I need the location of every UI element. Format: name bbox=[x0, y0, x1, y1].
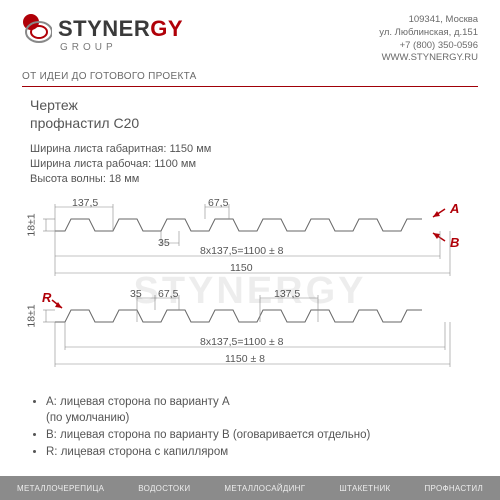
spec-overall-width: Ширина листа габаритная: 1150 мм bbox=[30, 142, 470, 157]
dim-slope-b: 35 bbox=[130, 288, 142, 300]
legend-b: В: лицевая сторона по варианту B (оговар… bbox=[46, 427, 470, 443]
footer-item: ШТАКЕТНИК bbox=[339, 484, 390, 493]
spec-wave-height: Высота волны: 18 мм bbox=[30, 172, 470, 187]
profile-diagram-top: A B 137,5 67,5 35 18±1 8x137,5=1100 ± 8 … bbox=[30, 201, 470, 286]
brand-name: STYNERGY bbox=[58, 16, 183, 42]
legend: А: лицевая сторона по варианту А(по умол… bbox=[0, 390, 500, 460]
logo: STYNERGY GROUP bbox=[22, 14, 183, 65]
dim-top: 67,5 bbox=[208, 197, 228, 209]
contact-city: 109341, Москва bbox=[379, 14, 478, 27]
contact-address: ул. Люблинская, д.151 bbox=[379, 27, 478, 40]
contact-block: 109341, Москва ул. Люблинская, д.151 +7 … bbox=[379, 14, 478, 65]
dim-eq: 8x137,5=1100 ± 8 bbox=[200, 245, 284, 257]
footer-nav: МЕТАЛЛОЧЕРЕПИЦА ВОДОСТОКИ МЕТАЛЛОСАЙДИНГ… bbox=[0, 476, 500, 500]
tagline: ОТ ИДЕИ ДО ГОТОВОГО ПРОЕКТА bbox=[22, 71, 500, 82]
dim-overall-b: 1150 ± 8 bbox=[225, 353, 265, 365]
dim-pitch-b: 137,5 bbox=[274, 288, 300, 300]
logo-icon bbox=[22, 14, 52, 44]
svg-text:R: R bbox=[42, 292, 52, 305]
contact-phone: +7 (800) 350-0596 bbox=[379, 40, 478, 53]
footer-item: МЕТАЛЛОЧЕРЕПИЦА bbox=[17, 484, 104, 493]
footer-item: ВОДОСТОКИ bbox=[138, 484, 190, 493]
svg-text:A: A bbox=[449, 201, 459, 216]
brand-group: GROUP bbox=[60, 42, 183, 53]
drawing-title: Чертеж профнастил С20 bbox=[30, 97, 470, 132]
contact-web: WWW.STYNERGY.RU bbox=[379, 52, 478, 65]
title-line-2: профнастил С20 bbox=[30, 115, 470, 133]
dim-eq-b: 8x137,5=1100 ± 8 bbox=[200, 336, 284, 348]
svg-text:B: B bbox=[450, 235, 459, 250]
profile-diagram-bottom: R 137,5 67,5 35 18±1 8x137,5=1100 ± 8 11… bbox=[30, 292, 470, 384]
spec-list: Ширина листа габаритная: 1150 мм Ширина … bbox=[30, 142, 470, 187]
spec-working-width: Ширина листа рабочая: 1100 мм bbox=[30, 157, 470, 172]
dim-slope: 35 bbox=[158, 237, 170, 249]
dim-height-b: 18±1 bbox=[26, 304, 38, 327]
footer-item: МЕТАЛЛОСАЙДИНГ bbox=[224, 484, 305, 493]
footer-item: ПРОФНАСТИЛ bbox=[424, 484, 483, 493]
legend-r: R: лицевая сторона с капилляром bbox=[46, 444, 470, 460]
title-line-1: Чертеж bbox=[30, 97, 470, 115]
dim-height: 18±1 bbox=[26, 213, 38, 236]
dim-top-b: 67,5 bbox=[158, 288, 178, 300]
legend-a: А: лицевая сторона по варианту А(по умол… bbox=[46, 394, 470, 426]
header: STYNERGY GROUP 109341, Москва ул. Люблин… bbox=[0, 0, 500, 65]
dim-overall: 1150 bbox=[230, 262, 253, 274]
dim-pitch: 137,5 bbox=[72, 197, 98, 209]
